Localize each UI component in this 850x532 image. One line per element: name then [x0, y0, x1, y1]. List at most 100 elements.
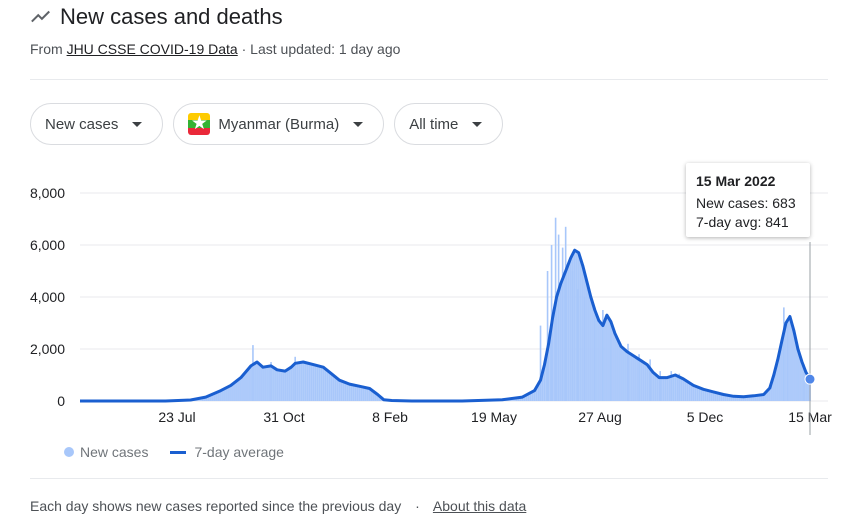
new-cases-bar [276, 369, 278, 401]
new-cases-bar [803, 364, 805, 401]
x-tick-label: 23 Jul [158, 409, 195, 425]
new-cases-bar [284, 371, 286, 401]
new-cases-bar [538, 383, 540, 401]
new-cases-bar [314, 365, 316, 401]
new-cases-bar [348, 384, 351, 401]
new-cases-bar [292, 365, 294, 401]
new-cases-bar [222, 389, 224, 401]
new-cases-bar [606, 315, 608, 401]
new-cases-bar [365, 387, 367, 401]
new-cases-bar [735, 396, 737, 401]
cases-chart[interactable]: 8,000 6,000 4,000 2,000 0 23 Jul 31 Oct 8 Feb 19… [0, 160, 850, 435]
new-cases-bar [523, 396, 526, 401]
new-cases-bar [290, 367, 292, 401]
new-cases-bar [696, 386, 699, 401]
tooltip-avg: 7-day avg: 841 [696, 214, 789, 230]
new-cases-bar [363, 387, 365, 401]
new-cases-bar [583, 297, 586, 401]
new-cases-bar [791, 323, 793, 401]
range-dropdown[interactable]: All time [394, 103, 504, 145]
new-cases-bar [737, 396, 739, 401]
new-cases-bar [557, 234, 560, 401]
new-cases-bar [586, 281, 588, 401]
new-cases-bar [652, 372, 654, 401]
new-cases-bar [627, 343, 629, 401]
new-cases-bar [751, 396, 753, 401]
new-cases-bar [332, 375, 335, 401]
new-cases-bar [216, 392, 218, 401]
metric-dropdown[interactable]: New cases [30, 103, 164, 145]
new-cases-bar [236, 380, 238, 401]
about-data-link[interactable]: About this data [432, 498, 527, 514]
new-cases-bar [550, 330, 552, 401]
new-cases-bar [262, 367, 264, 401]
footer-separator: · [415, 498, 420, 514]
new-cases-bar [743, 396, 745, 401]
new-cases-bar [544, 364, 546, 401]
new-cases-bar [676, 375, 678, 401]
new-cases-bar [242, 375, 244, 401]
new-cases-bar [719, 393, 721, 401]
new-cases-bar [244, 372, 246, 401]
footer-note: Each day shows new cases reported since … [30, 498, 402, 514]
new-cases-bar [230, 385, 232, 401]
new-cases-bar [260, 365, 262, 401]
new-cases-bar [664, 377, 666, 401]
new-cases-bar [352, 384, 355, 401]
new-cases-bar [246, 370, 248, 401]
new-cases-bar [546, 354, 548, 401]
new-cases-bar [644, 363, 646, 401]
new-cases-bar [571, 271, 574, 401]
new-cases-bar [300, 362, 302, 401]
chevron-down-icon [472, 121, 483, 127]
legend-line-swatch [170, 450, 187, 454]
new-cases-bar [521, 397, 524, 401]
new-cases-bar [328, 372, 331, 401]
y-tick-label: 4,000 [30, 289, 65, 305]
new-cases-bar [232, 383, 234, 401]
new-cases-bar [594, 307, 596, 401]
new-cases-bar [580, 259, 582, 401]
new-cases-bar [654, 374, 656, 401]
new-cases-bar [775, 367, 777, 401]
new-cases-bar [344, 382, 347, 401]
new-cases-bar [684, 380, 687, 401]
new-cases-bar [561, 247, 564, 401]
new-cases-bar [379, 396, 381, 401]
new-cases-bar [698, 387, 701, 401]
new-cases-bar [252, 345, 254, 401]
new-cases-bar [361, 386, 363, 401]
source-link[interactable]: JHU CSSE COVID-19 Data [66, 41, 238, 57]
new-cases-bar [761, 394, 763, 401]
new-cases-bar [377, 394, 379, 401]
new-cases-bar [801, 362, 803, 401]
new-cases-bar [739, 396, 741, 401]
new-cases-bar [785, 323, 787, 401]
new-cases-bar [680, 377, 682, 401]
new-cases-bar [204, 397, 206, 401]
new-cases-bar [622, 348, 624, 401]
new-cases-bar [628, 352, 630, 401]
new-cases-bar [212, 394, 214, 401]
new-cases-bar [336, 378, 339, 401]
new-cases-bar [576, 289, 579, 401]
location-dropdown[interactable]: ★ Myanmar (Burma) [173, 103, 385, 145]
new-cases-bar [797, 349, 799, 401]
chart-tooltip: 15 Mar 2022 New cases: 683 7-day avg: 84… [686, 163, 810, 237]
new-cases-bar [254, 363, 256, 401]
new-cases-bar [326, 370, 329, 401]
new-cases-bar [626, 351, 628, 401]
new-cases-bar [678, 373, 681, 401]
chart-legend: New cases 7-day average [64, 444, 284, 460]
new-cases-bar [765, 392, 767, 401]
highlight-point [804, 373, 816, 385]
new-cases-bar [312, 364, 314, 401]
new-cases-bar [340, 380, 343, 401]
new-cases-bar [759, 395, 761, 401]
new-cases-bar [294, 356, 296, 401]
new-cases-bar [690, 384, 693, 401]
new-cases-bar [369, 388, 371, 401]
new-cases-bar [560, 284, 562, 401]
range-label: All time [409, 115, 459, 133]
source-prefix: From [30, 41, 63, 57]
